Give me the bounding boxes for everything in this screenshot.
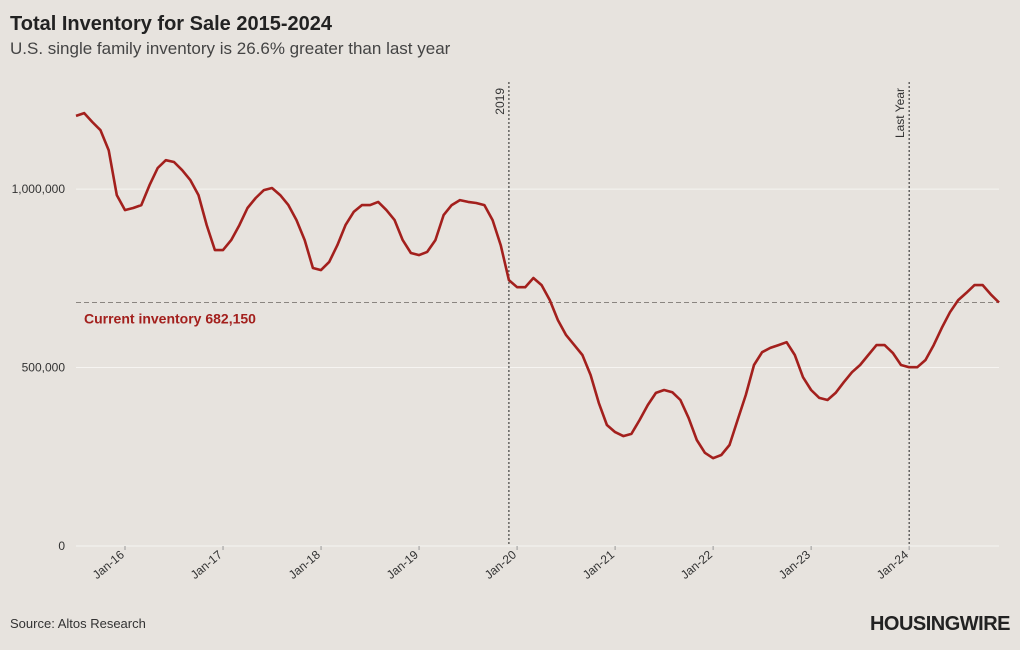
- source: Source: Altos Research: [10, 616, 146, 631]
- chart-title: Total Inventory for Sale 2015-2024: [10, 13, 333, 35]
- chart-subtitle: U.S. single family inventory is 26.6% gr…: [10, 39, 451, 58]
- y-tick-label: 500,000: [22, 361, 66, 375]
- y-tick-label: 0: [58, 539, 65, 553]
- y-tick-label: 1,000,000: [12, 182, 66, 196]
- marker-label: 2019: [493, 88, 507, 115]
- data-line: [75, 111, 1000, 460]
- reference-label: Current inventory 682,150: [84, 311, 256, 327]
- marker-label: Last Year: [893, 88, 907, 138]
- brand-logo: HOUSINGWIRE: [870, 613, 1010, 635]
